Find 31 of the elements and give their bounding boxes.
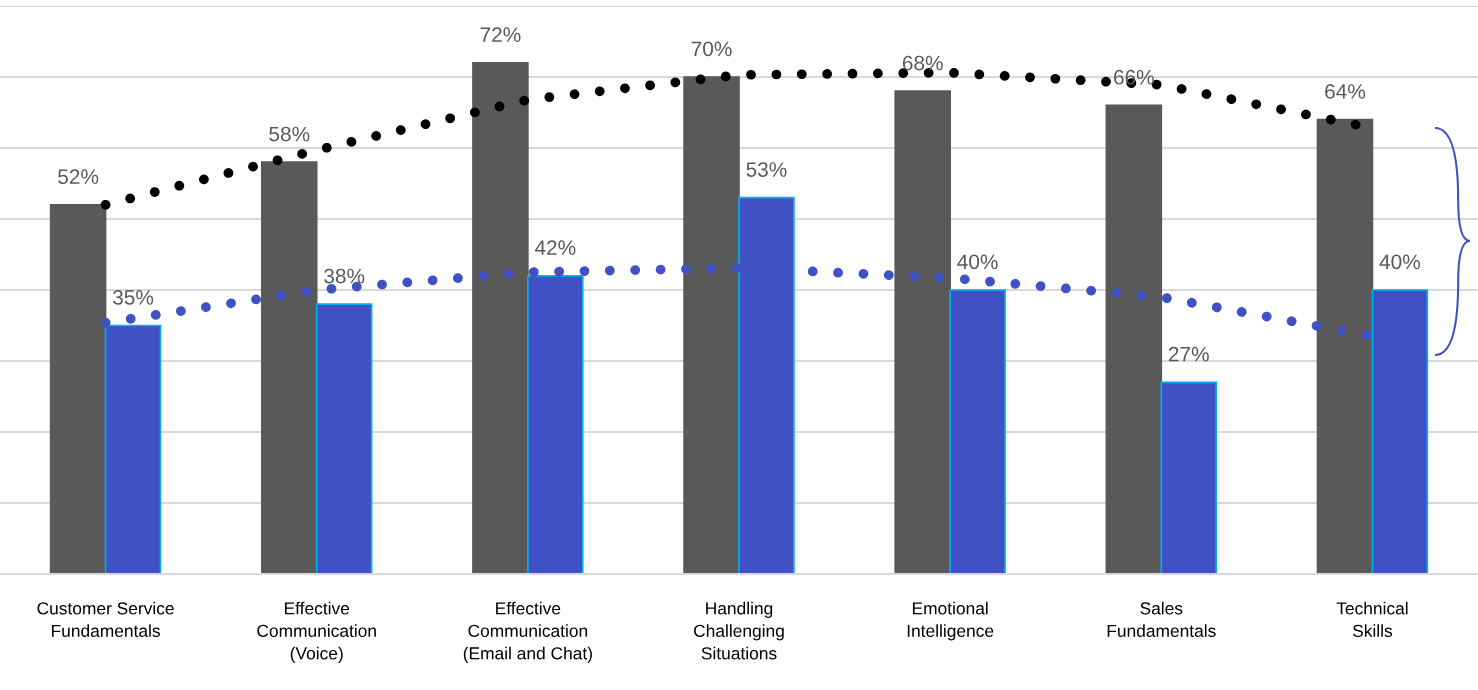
x-tick-label: Effective Communication (Email and Chat) xyxy=(463,601,592,663)
data-label: 64% xyxy=(1325,84,1366,99)
x-tick-label: Handling Challenging Situations xyxy=(694,601,784,660)
bar xyxy=(683,76,740,574)
data-label: 27% xyxy=(1168,346,1209,362)
data-label: 72% xyxy=(480,27,521,42)
x-tick-label: Technical Skills xyxy=(1336,601,1408,637)
bar xyxy=(1105,104,1163,574)
data-label: 42% xyxy=(534,240,576,255)
data-label: 40% xyxy=(1379,254,1420,270)
bar xyxy=(315,303,373,574)
x-tick-label: Sales Fundamentals xyxy=(1107,601,1216,637)
data-label: 58% xyxy=(269,126,310,142)
bar xyxy=(472,61,529,574)
bar xyxy=(49,203,107,574)
bar xyxy=(949,289,1006,574)
data-label: 38% xyxy=(324,268,365,284)
bar xyxy=(260,161,318,574)
x-tick-label: Customer Service Fundamentals xyxy=(37,601,174,637)
data-label: 52% xyxy=(58,169,99,185)
bar xyxy=(1316,118,1374,574)
data-label: 70% xyxy=(691,41,732,57)
data-label: 68% xyxy=(902,55,943,71)
x-tick-label: Emotional Intelligence xyxy=(907,601,994,641)
data-label: 40% xyxy=(957,254,998,270)
bar xyxy=(894,90,951,574)
x-tick-label: Effective Communication (Voice) xyxy=(257,601,376,663)
data-label: 66% xyxy=(1114,69,1154,85)
data-label: 35% xyxy=(112,289,154,305)
data-label: 53% xyxy=(746,162,787,177)
bar xyxy=(1160,381,1218,574)
